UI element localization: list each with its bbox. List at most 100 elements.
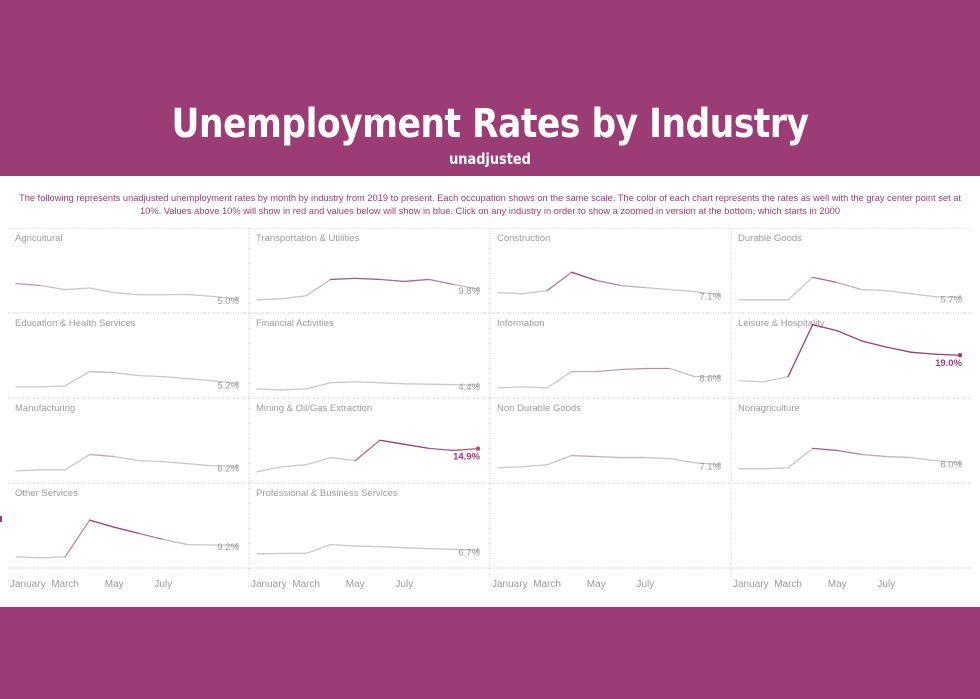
end-point (716, 462, 722, 467)
end-value-label: 5.2% (217, 380, 239, 391)
series-line-segment (113, 371, 140, 377)
series-line-segment (861, 340, 887, 348)
end-value-label: 5.7% (940, 294, 962, 305)
series-line-segment (595, 279, 622, 287)
panel-title: Agricultural (15, 233, 63, 244)
series-line-segment (861, 453, 887, 458)
series-line-segment (64, 453, 91, 471)
series-line-segment (330, 456, 356, 462)
series-line-segment (910, 293, 937, 298)
x-tick-label: May (587, 579, 606, 590)
end-point (475, 382, 481, 388)
series-line-segment (620, 284, 646, 289)
dashboard-description: The following represents unadjusted unem… (19, 193, 961, 216)
series-line-segment (934, 459, 961, 464)
x-tick-label: July (154, 579, 172, 590)
series-line-segment (187, 378, 214, 382)
series-line-segment (644, 286, 671, 291)
series-line-segment (379, 439, 405, 445)
x-tick-label: July (636, 579, 654, 590)
series-line-segment (885, 346, 912, 353)
series-line-segment (521, 386, 548, 389)
series-line-segment (428, 447, 455, 452)
x-tick-label: July (877, 579, 895, 590)
small-multiples-chart: Agricultural 5.0% Transportation & Utiliti… (8, 228, 972, 590)
end-value-label: 8.6% (699, 373, 721, 384)
series-line-segment (571, 454, 597, 458)
series-line-segment (280, 388, 307, 391)
series-line-segment (187, 293, 214, 298)
series-line-segment (910, 351, 937, 355)
series-line-segment (452, 447, 479, 452)
series-line-segment (787, 447, 814, 469)
end-value-label: 4.4% (458, 382, 480, 393)
panel-title: Construction (497, 233, 550, 244)
series-line-segment (787, 323, 814, 378)
series-line-segment (452, 283, 479, 290)
end-value-label: 7.1% (699, 292, 721, 303)
series-line-segment (546, 454, 573, 466)
page-subtitle: unadjusted (449, 150, 531, 168)
x-tick-label: May (346, 579, 365, 590)
series-line-segment (15, 469, 42, 472)
series-line-segment (885, 289, 912, 295)
series-line-segment (595, 455, 622, 459)
panel-title: Financial Activities (256, 318, 334, 329)
series-line-segment (138, 459, 164, 463)
series-line-segment (256, 466, 283, 473)
series-line-segment (39, 385, 66, 388)
series-line-segment (693, 291, 720, 296)
series-line-segment (497, 292, 524, 295)
series-line-segment (64, 370, 91, 387)
series-line-segment (669, 457, 696, 464)
series-line-segment (910, 456, 937, 462)
x-tick-label: March (292, 579, 320, 590)
page-title: Unemployment Rates by Industry (171, 101, 809, 147)
series-line-segment (256, 298, 283, 301)
panel-title: Information (497, 318, 545, 329)
series-line-segment (521, 464, 548, 468)
x-tick-label: January (251, 579, 287, 590)
series-line-segment (305, 456, 332, 466)
series-line-segment (497, 386, 524, 389)
series-line-segment (113, 292, 140, 296)
series-line-segment (620, 367, 646, 371)
panel-title: Education & Health Services (15, 318, 136, 329)
end-value-label: 9.8% (458, 286, 480, 297)
series-line-segment (669, 288, 696, 293)
series-line-segment (812, 276, 838, 284)
series-line-segment (89, 519, 115, 528)
series-line-segment (64, 287, 91, 291)
series-line-segment (15, 282, 42, 287)
series-line-segment (595, 368, 622, 373)
series-line-segment (211, 295, 238, 300)
series-line-segment (812, 323, 838, 332)
series-line-segment (330, 381, 356, 384)
series-line-segment (280, 295, 307, 300)
series-line-segment (762, 467, 789, 470)
series-line-segment (305, 382, 332, 390)
panel-title: Nonagriculture (738, 403, 800, 414)
series-line-segment (162, 538, 189, 546)
series-line-segment (934, 296, 961, 299)
panel-title: Durable Goods (738, 233, 802, 244)
series-line-segment (836, 449, 863, 456)
series-line-segment (138, 532, 164, 541)
series-line-segment (305, 543, 332, 555)
end-value-label: 19.0% (935, 358, 962, 369)
x-tick-label: May (828, 579, 847, 590)
end-point (475, 286, 481, 292)
series-line-segment (403, 278, 430, 283)
end-value-label: 14.9% (453, 452, 480, 463)
series-line-segment (403, 443, 430, 450)
x-tick-label: March (774, 579, 802, 590)
end-value-label: 8.0% (940, 460, 962, 471)
end-point (716, 374, 722, 379)
series-line-segment (762, 376, 789, 383)
series-line-segment (428, 278, 455, 286)
series-line-segment (836, 281, 863, 291)
panel-edge-mark (0, 516, 2, 522)
series-line-segment (15, 556, 42, 559)
end-point (475, 446, 481, 451)
end-value-label: 9.2% (217, 542, 239, 553)
